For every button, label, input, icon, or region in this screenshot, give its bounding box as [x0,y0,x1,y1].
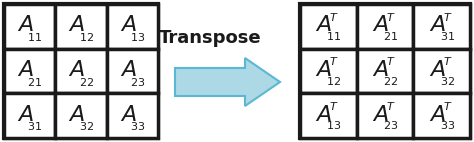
Text: $A$: $A$ [120,105,137,125]
Bar [413,49,470,93]
Bar [413,4,470,49]
Bar [55,4,107,49]
Text: $33$: $33$ [440,120,455,131]
Bar [4,93,55,138]
Bar [107,49,158,93]
Bar [4,4,158,138]
Text: $T$: $T$ [386,100,395,112]
Text: $21$: $21$ [27,76,42,88]
Text: $A$: $A$ [120,60,137,80]
Polygon shape [175,58,280,106]
Text: $T$: $T$ [443,55,452,67]
Text: $T$: $T$ [329,100,339,112]
Bar [4,4,55,49]
Text: $A$: $A$ [372,15,389,35]
Text: $T$: $T$ [386,11,395,22]
Text: $13$: $13$ [327,120,342,131]
Text: $T$: $T$ [329,11,339,22]
Bar [107,93,158,138]
Text: $A$: $A$ [315,15,332,35]
Text: $A$: $A$ [17,60,34,80]
Text: Transpose: Transpose [159,29,261,47]
Text: $31$: $31$ [27,120,42,132]
Text: $23$: $23$ [383,120,398,131]
Text: $23$: $23$ [130,76,145,88]
Text: $A$: $A$ [68,15,85,35]
Text: $A$: $A$ [428,105,446,125]
Text: $A$: $A$ [315,60,332,80]
Bar [300,4,470,138]
Text: $32$: $32$ [79,120,94,132]
Text: $12$: $12$ [327,75,342,87]
Bar [300,93,356,138]
Text: $A$: $A$ [428,15,446,35]
Bar [356,93,413,138]
Text: $32$: $32$ [440,75,455,87]
Text: $A$: $A$ [17,15,34,35]
Text: $A$: $A$ [68,105,85,125]
Bar [107,4,158,49]
Bar [55,49,107,93]
Text: $A$: $A$ [315,105,332,125]
Text: $A$: $A$ [17,105,34,125]
Text: $A$: $A$ [372,105,389,125]
Text: $22$: $22$ [383,75,398,87]
Bar [300,4,356,49]
Bar [356,4,413,49]
Text: $T$: $T$ [443,100,452,112]
Bar [4,49,55,93]
Text: $31$: $31$ [440,30,455,42]
Text: $13$: $13$ [130,31,145,43]
Text: $11$: $11$ [27,31,42,43]
Text: $T$: $T$ [329,55,339,67]
Text: $T$: $T$ [386,55,395,67]
Text: $A$: $A$ [372,60,389,80]
Text: $A$: $A$ [120,15,137,35]
Text: $A$: $A$ [68,60,85,80]
Text: $12$: $12$ [79,31,94,43]
Text: $11$: $11$ [327,30,342,42]
Text: $33$: $33$ [130,120,145,132]
Text: $T$: $T$ [443,11,452,22]
Text: $21$: $21$ [383,30,398,42]
Bar [356,49,413,93]
Bar [55,93,107,138]
Bar [300,49,356,93]
Text: $A$: $A$ [428,60,446,80]
Text: $22$: $22$ [79,76,94,88]
Bar [413,93,470,138]
